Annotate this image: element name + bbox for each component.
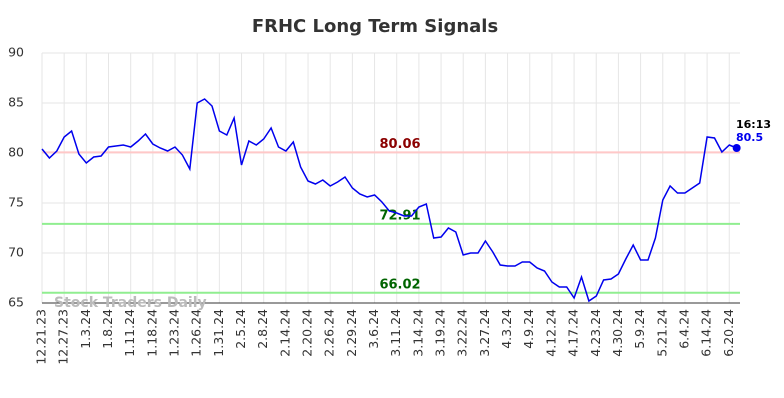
x-tick-label: 1.11.24 bbox=[122, 309, 137, 357]
x-tick-label: 1.18.24 bbox=[144, 309, 159, 357]
last-value: 80.5 bbox=[736, 131, 763, 144]
x-tick-label: 3.14.24 bbox=[410, 309, 425, 357]
x-tick-label: 6.14.24 bbox=[699, 309, 714, 357]
x-tick-label: 12.21.23 bbox=[34, 309, 49, 365]
x-tick-label: 6.20.24 bbox=[721, 309, 736, 357]
y-tick-label: 70 bbox=[8, 245, 24, 260]
x-tick-label: 2.8.24 bbox=[255, 309, 270, 349]
x-tick-label: 1.8.24 bbox=[100, 309, 115, 349]
x-tick-label: 1.31.24 bbox=[211, 309, 226, 357]
x-tick-label: 6.4.24 bbox=[676, 309, 691, 349]
chart-title: FRHC Long Term Signals bbox=[252, 16, 498, 37]
x-tick-label: 2.20.24 bbox=[300, 309, 315, 357]
x-tick-label: 5.9.24 bbox=[632, 309, 647, 349]
x-tick-label: 5.21.24 bbox=[654, 309, 669, 357]
x-tick-label: 2.5.24 bbox=[233, 309, 248, 349]
y-tick-label: 90 bbox=[8, 45, 24, 60]
x-tick-label: 4.30.24 bbox=[610, 309, 625, 357]
last-time: 16:13 bbox=[736, 118, 771, 131]
x-tick-label: 3.6.24 bbox=[366, 309, 381, 349]
x-tick-label: 2.14.24 bbox=[277, 309, 292, 357]
x-tick-label: 12.27.23 bbox=[56, 309, 71, 365]
x-tick-label: 1.26.24 bbox=[189, 309, 204, 357]
x-tick-label: 1.23.24 bbox=[167, 309, 182, 357]
x-tick-label: 2.29.24 bbox=[344, 309, 359, 357]
y-tick-label: 65 bbox=[8, 295, 24, 310]
x-tick-label: 3.22.24 bbox=[455, 309, 470, 357]
watermark: Stock Traders Daily bbox=[54, 295, 207, 311]
signal-label: 80.06 bbox=[379, 137, 420, 152]
x-tick-label: 3.19.24 bbox=[433, 309, 448, 357]
y-tick-label: 80 bbox=[8, 145, 24, 160]
y-tick-label: 75 bbox=[8, 195, 24, 210]
signal-label: 72.91 bbox=[379, 208, 420, 223]
signal-label: 66.02 bbox=[379, 277, 420, 292]
y-tick-label: 85 bbox=[8, 95, 24, 110]
x-tick-label: 4.12.24 bbox=[543, 309, 558, 357]
x-tick-label: 4.9.24 bbox=[521, 309, 536, 349]
x-tick-label: 4.3.24 bbox=[499, 309, 514, 349]
x-tick-label: 4.23.24 bbox=[588, 309, 603, 357]
price-line bbox=[41, 98, 737, 303]
x-tick-label: 4.17.24 bbox=[566, 309, 581, 357]
last-point bbox=[732, 144, 741, 152]
x-tick-label: 3.11.24 bbox=[388, 309, 403, 357]
x-tick-label: 2.26.24 bbox=[322, 309, 337, 357]
x-tick-label: 3.27.24 bbox=[477, 309, 492, 357]
x-tick-label: 1.3.24 bbox=[78, 309, 93, 349]
